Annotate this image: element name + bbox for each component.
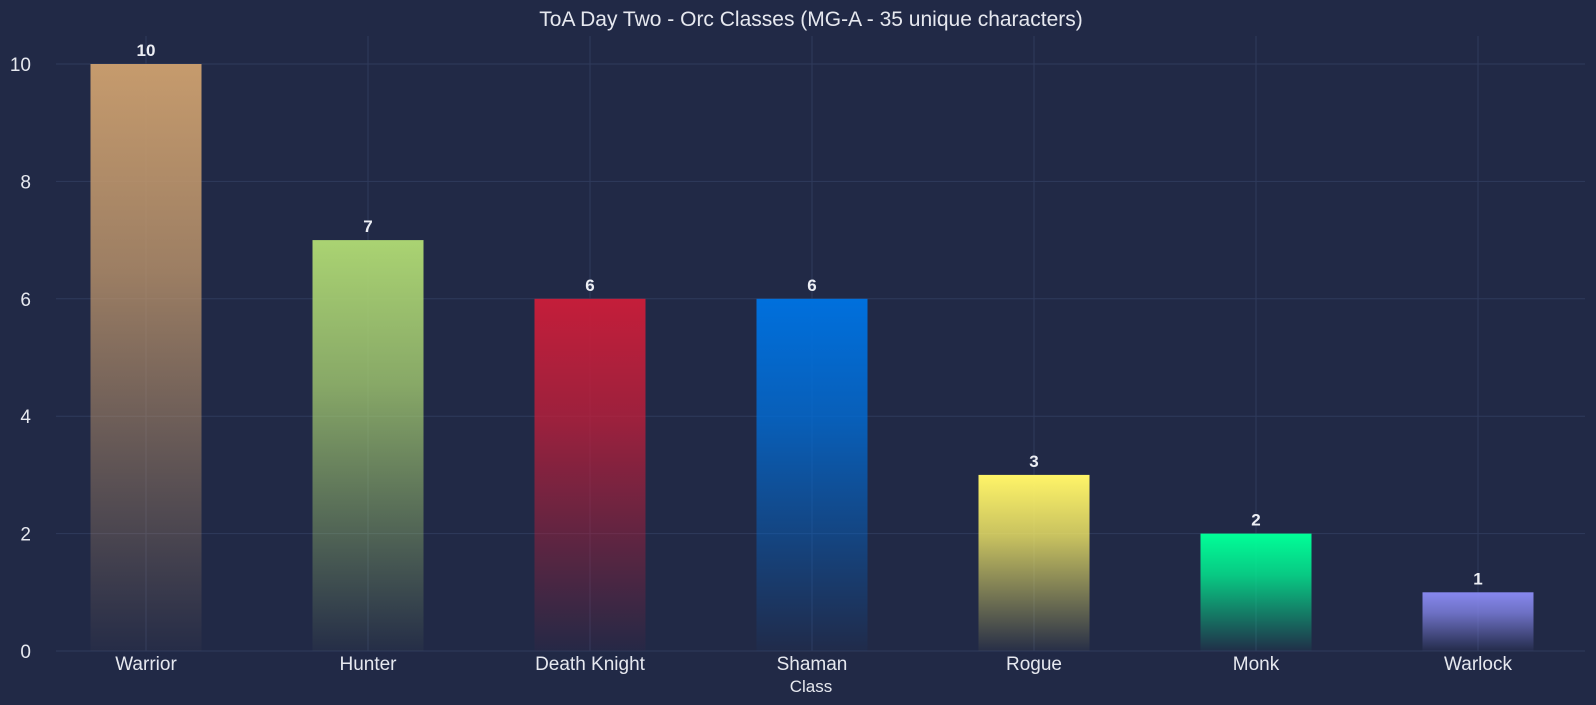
data-label: 6 [807,276,816,295]
y-tick-label: 0 [20,642,31,663]
bar [978,474,1090,651]
bar [312,240,424,651]
data-label: 2 [1251,511,1260,530]
x-axis-ticks: Warrior Hunter Death Knight Shaman Rogue Monk… [115,654,1512,675]
grid [56,36,1585,652]
x-axis-label: Class [790,677,833,696]
bar [756,298,868,651]
x-tick-label: Hunter [339,654,397,675]
y-tick-label: 2 [20,525,31,546]
bar [534,298,646,651]
y-tick-label: 6 [20,290,31,311]
y-tick-label: 4 [20,407,31,428]
x-tick-label: Rogue [1006,654,1062,675]
data-label: 6 [585,276,594,295]
data-label: 3 [1029,452,1038,471]
bar [90,64,202,651]
x-tick-label: Warrior [115,654,177,675]
x-tick-label: Monk [1233,654,1280,675]
y-axis-ticks: 0 2 4 6 8 10 [10,55,32,663]
y-tick-label: 8 [20,172,31,193]
bars [90,64,1534,651]
x-tick-label: Shaman [777,654,848,675]
data-label: 1 [1473,569,1482,588]
bar [1422,592,1534,651]
x-tick-label: Death Knight [535,654,646,675]
bar [1200,533,1312,651]
data-label: 7 [363,217,372,236]
data-labels: 10 7 6 6 3 2 1 [137,41,1483,588]
x-tick-label: Warlock [1444,654,1512,675]
data-label: 10 [137,41,156,60]
chart-title: ToA Day Two - Orc Classes (MG-A - 35 uni… [539,8,1082,31]
y-tick-label: 10 [10,55,31,76]
